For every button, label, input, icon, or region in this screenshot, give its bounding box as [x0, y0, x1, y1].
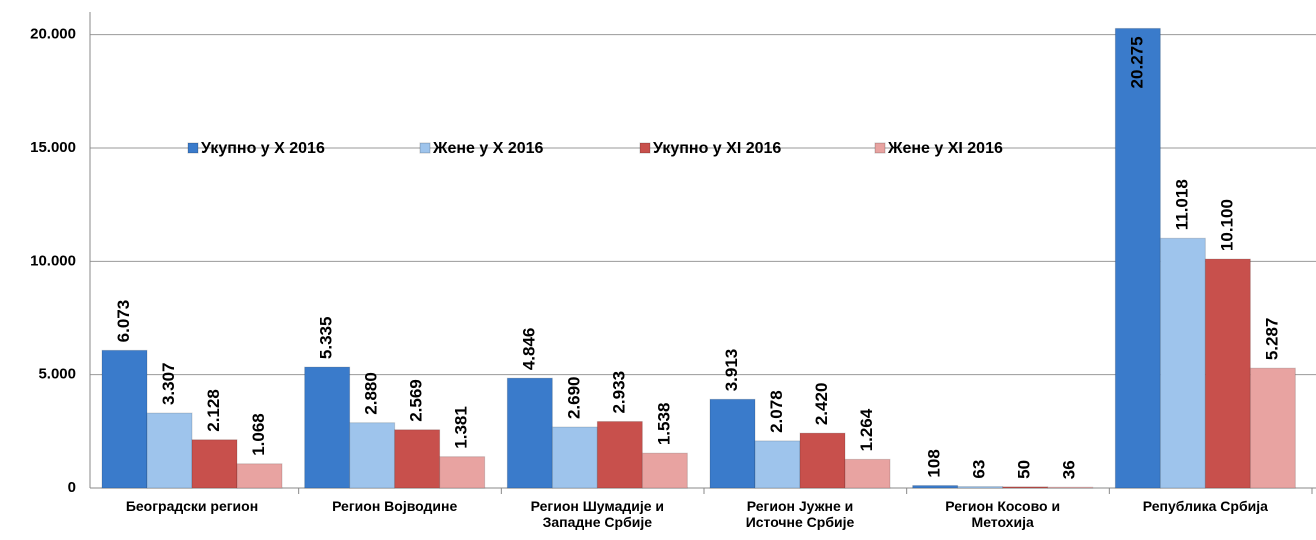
y-tick-label: 10.000 [30, 252, 76, 269]
value-label: 1.381 [452, 406, 471, 449]
bar [799, 432, 846, 489]
value-label: 1.068 [249, 413, 268, 456]
legend-swatch [874, 142, 886, 154]
bar [1047, 486, 1094, 489]
value-label: 108 [925, 449, 944, 477]
y-tick-label: 20.000 [30, 26, 76, 43]
bar [101, 349, 148, 489]
x-tick-label: Београдски регион [125, 498, 259, 514]
value-label: 2.933 [609, 371, 628, 414]
value-label: 3.307 [159, 362, 178, 405]
legend-swatch [639, 142, 651, 154]
x-tick-label: Регион Шумадије и Западне Србије [530, 498, 665, 530]
bar [1114, 27, 1161, 489]
bar [754, 440, 801, 489]
bar [191, 439, 238, 489]
legend-swatch [187, 142, 199, 154]
value-label: 2.128 [204, 389, 223, 432]
value-label: 10.100 [1217, 199, 1236, 251]
legend-label: Жене у XI 2016 [887, 140, 1003, 157]
bar [709, 398, 756, 489]
bar [596, 421, 643, 489]
bar [957, 486, 1004, 489]
bar [912, 485, 959, 489]
bar [844, 458, 891, 489]
value-label: 20.275 [1127, 36, 1146, 88]
bar [304, 366, 351, 489]
bar [146, 412, 193, 489]
value-label: 4.846 [519, 328, 538, 371]
bar [1249, 367, 1296, 489]
value-label: 2.569 [407, 379, 426, 422]
bar [349, 422, 396, 489]
value-label: 5.287 [1262, 318, 1281, 361]
legend-swatch [419, 142, 431, 154]
bar [1002, 486, 1049, 489]
bar [1159, 237, 1206, 489]
legend-label: Жене у X 2016 [432, 140, 544, 157]
x-tick-label: Регион Јужне и Источне Србије [745, 498, 855, 530]
legend-label: Укупно у X 2016 [201, 140, 325, 157]
y-tick-label: 15.000 [30, 139, 76, 156]
value-label: 36 [1060, 460, 1079, 479]
bar [641, 452, 688, 489]
legend-label: Укупно у XI 2016 [653, 140, 781, 157]
bar [394, 429, 441, 489]
x-tick-label: Република Србија [1142, 498, 1268, 514]
value-label: 1.264 [857, 408, 876, 451]
bar [439, 456, 486, 489]
value-label: 3.913 [722, 349, 741, 392]
value-label: 1.538 [654, 403, 673, 446]
bar [1204, 258, 1251, 489]
value-label: 2.690 [564, 376, 583, 419]
value-label: 6.073 [114, 300, 133, 343]
value-label: 2.078 [767, 390, 786, 433]
value-label: 5.335 [317, 317, 336, 360]
value-label: 2.420 [812, 383, 831, 426]
y-tick-label: 5.000 [38, 366, 76, 383]
bar [551, 426, 598, 489]
value-label: 11.018 [1172, 179, 1191, 230]
y-tick-label: 0 [68, 479, 76, 496]
x-tick-label: Регион Војводине [332, 498, 458, 514]
value-label: 2.880 [362, 372, 381, 415]
value-label: 50 [1015, 460, 1034, 479]
value-label: 63 [970, 460, 989, 479]
bar [236, 463, 283, 489]
bar [506, 377, 553, 489]
x-tick-label: Регион Косово и Метохија [945, 498, 1061, 530]
